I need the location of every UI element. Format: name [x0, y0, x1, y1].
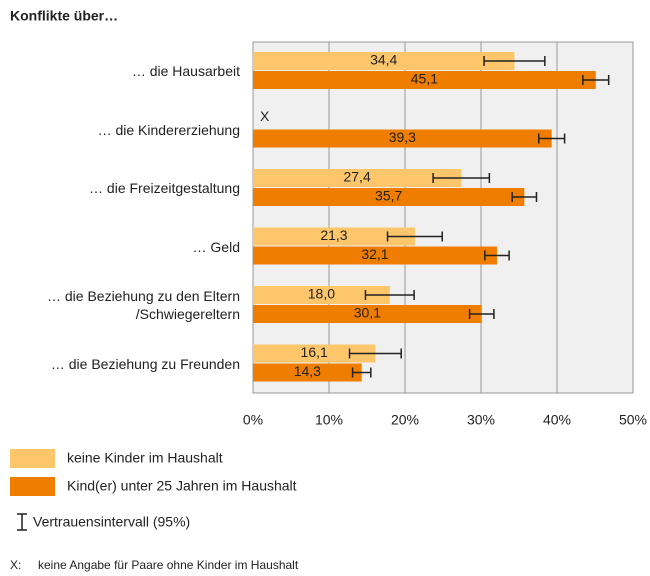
x-tick-label: 30% [467, 412, 495, 428]
x-tick-label: 20% [391, 412, 419, 428]
error-bar [483, 56, 546, 66]
category-label: … die Kindererziehung [97, 121, 240, 138]
category-label: … die Beziehung zu den Eltern /Schwieger… [46, 288, 240, 323]
bar [253, 363, 362, 382]
footnote-marker: X: [10, 558, 21, 572]
x-tick-label: 10% [315, 412, 343, 428]
bar [253, 227, 415, 246]
bar [253, 169, 462, 187]
legend-label: keine Kinder im Haushalt [67, 450, 223, 466]
value-label: 18,0 [308, 286, 335, 302]
x-tick-label: 50% [619, 412, 647, 428]
category-label: … die Freizeitgestaltung [89, 180, 240, 197]
value-label: 35,7 [375, 188, 402, 204]
bar [253, 344, 376, 363]
error-bar [364, 290, 415, 300]
bar [253, 286, 390, 304]
error-bar [468, 309, 495, 319]
plot-area [252, 41, 634, 394]
missing-label: X [260, 108, 270, 124]
error-bar [582, 75, 610, 85]
value-label: 39,3 [389, 129, 416, 145]
bar [253, 52, 515, 70]
bar [253, 129, 552, 148]
error-bar [511, 192, 538, 202]
legend-swatch [10, 449, 55, 468]
bar [253, 305, 482, 323]
value-label: 32,1 [361, 246, 388, 262]
category-label: … die Hausarbeit [131, 63, 240, 80]
legend-label: Kind(er) unter 25 Jahren im Haushalt [67, 478, 297, 494]
value-label: 30,1 [354, 305, 381, 321]
category-label: … die Beziehung zu Freunden [50, 355, 240, 372]
value-label: 45,1 [411, 71, 438, 87]
value-label: 14,3 [294, 363, 321, 379]
error-bar [351, 367, 372, 378]
bar [253, 246, 497, 265]
error-bar [386, 231, 443, 242]
value-label: 16,1 [301, 344, 328, 360]
error-bar [432, 173, 491, 183]
bar [253, 71, 596, 89]
x-tick-label: 40% [543, 412, 571, 428]
footnote-text: keine Angabe für Paare ohne Kinder im Ha… [38, 558, 299, 572]
bar [253, 188, 525, 206]
error-bar [538, 133, 566, 144]
x-tick-label: 0% [243, 412, 263, 428]
chart-title: Konflikte über… [10, 8, 118, 24]
error-legend-icon [17, 513, 27, 531]
value-label: 21,3 [320, 227, 347, 243]
value-label: 27,4 [343, 169, 370, 185]
category-label: … Geld [192, 238, 240, 255]
legend-swatch [10, 477, 55, 496]
value-label: 34,4 [370, 52, 397, 68]
error-bar [484, 250, 510, 261]
error-legend-label: Vertrauensintervall (95%) [33, 514, 190, 530]
error-bar [348, 348, 402, 359]
